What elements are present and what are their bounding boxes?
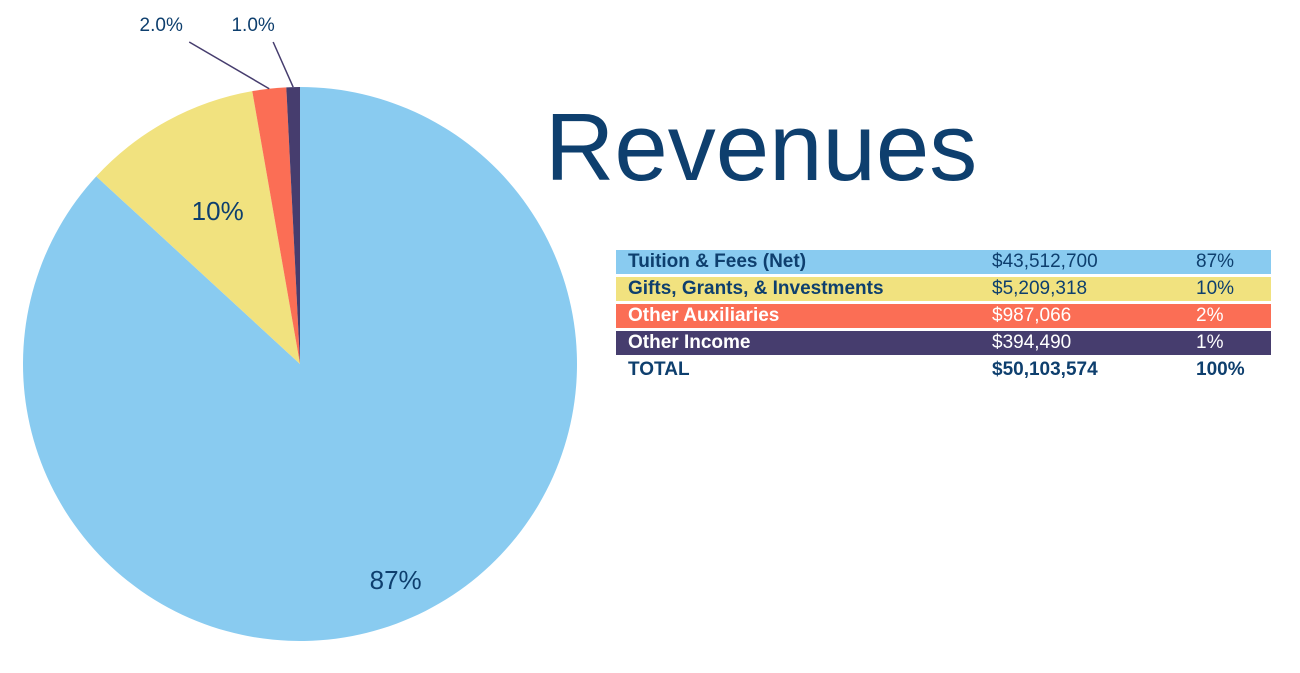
legend-label: Gifts, Grants, & Investments	[616, 277, 992, 301]
slice-label-auxiliaries: 2.0%	[140, 15, 183, 36]
pie-slices	[22, 87, 578, 641]
legend-row-gifts: Gifts, Grants, & Investments $5,209,318 …	[616, 277, 1271, 301]
slice-label-other-income: 1.0%	[231, 15, 274, 36]
legend-pct: 87%	[1196, 250, 1271, 274]
slice-labels: 87% 10% 2.0% 1.0%	[140, 15, 422, 595]
legend-row-auxiliaries: Other Auxiliaries $987,066 2%	[616, 304, 1271, 328]
slice-label-tuition: 87%	[370, 565, 422, 595]
revenue-pie-chart: 87% 10% 2.0% 1.0%	[22, 15, 578, 641]
legend-pct: 2%	[1196, 304, 1271, 328]
leader-line-auxiliaries	[188, 41, 270, 90]
chart-title: Revenues	[545, 94, 978, 201]
pie-slice-tuition	[22, 87, 578, 641]
slice-label-gifts: 10%	[192, 196, 244, 226]
revenue-legend-table: Tuition & Fees (Net) $43,512,700 87% Gif…	[616, 247, 1271, 385]
legend-pct: 10%	[1196, 277, 1271, 301]
pie-slice-other-income	[286, 87, 300, 364]
leader-lines	[188, 41, 294, 90]
legend-label: Other Auxiliaries	[616, 304, 992, 328]
legend-label: Tuition & Fees (Net)	[616, 250, 992, 274]
total-label: TOTAL	[628, 359, 690, 380]
legend-row-tuition: Tuition & Fees (Net) $43,512,700 87%	[616, 250, 1271, 274]
leader-line-other-income	[272, 41, 294, 88]
legend-value: $5,209,318	[992, 277, 1196, 301]
pie-slice-auxiliaries	[252, 87, 300, 364]
total-value: $50,103,574	[992, 359, 1098, 380]
legend-value: $987,066	[992, 304, 1196, 328]
legend-row-total: TOTAL $50,103,574 100%	[616, 358, 1271, 382]
legend-label: Other Income	[616, 331, 992, 355]
pie-slice-gifts	[96, 91, 301, 365]
legend-row-other-income: Other Income $394,490 1%	[616, 331, 1271, 355]
legend-pct: 1%	[1196, 331, 1271, 355]
legend-value: $394,490	[992, 331, 1196, 355]
total-pct: 100%	[1196, 359, 1245, 380]
legend-value: $43,512,700	[992, 250, 1196, 274]
